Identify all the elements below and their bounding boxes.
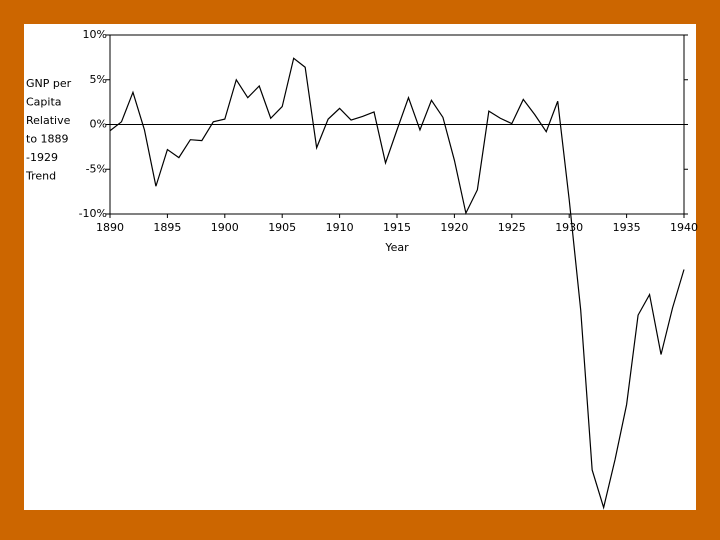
x-tick-label: 1905 xyxy=(268,221,296,234)
x-tick-label: 1930 xyxy=(555,221,583,234)
x-tick-label: 1940 xyxy=(670,221,698,234)
y-tick-label: -10% xyxy=(79,207,107,220)
y-tick-label: 10% xyxy=(83,28,107,41)
y-axis-label: GNP per xyxy=(26,77,72,90)
y-axis-label: Capita xyxy=(26,96,62,109)
x-tick-label: 1895 xyxy=(153,221,181,234)
x-tick-label: 1910 xyxy=(326,221,354,234)
x-axis-label: Year xyxy=(384,241,409,254)
x-tick-label: 1915 xyxy=(383,221,411,234)
y-tick-label: 0% xyxy=(90,118,107,131)
y-tick-label: 5% xyxy=(90,73,107,86)
y-axis-label: -1929 xyxy=(26,151,58,164)
data-line xyxy=(109,57,685,510)
x-tick-label: 1900 xyxy=(211,221,239,234)
x-tick-label: 1890 xyxy=(96,221,124,234)
x-tick-label: 1920 xyxy=(440,221,468,234)
y-axis-label: Relative xyxy=(26,114,71,127)
slide xyxy=(24,24,696,510)
y-axis-label: Trend xyxy=(25,170,56,183)
x-tick-label: 1925 xyxy=(498,221,526,234)
y-axis-label: to 1889 xyxy=(26,133,69,146)
y-tick-label: -5% xyxy=(86,162,107,175)
x-tick-label: 1935 xyxy=(613,221,641,234)
